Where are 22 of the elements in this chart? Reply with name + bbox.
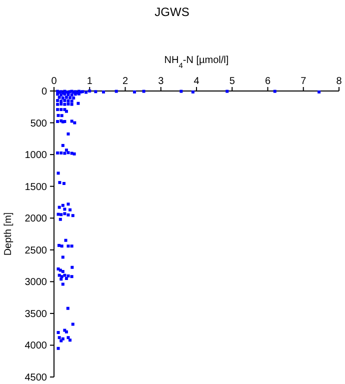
chart-title: JGWS [154, 5, 190, 19]
y-tick-label: 4500 [24, 372, 48, 384]
y-axis-title: Depth [m] [3, 212, 14, 256]
x-tick-label: 1 [86, 76, 93, 87]
x-tick-label: 5 [229, 76, 236, 87]
y-tick-label: 2000 [24, 214, 48, 225]
x-tick-label: 0 [51, 76, 58, 87]
y-tick-label: 2500 [24, 245, 48, 256]
x-tick-label: 8 [336, 76, 342, 87]
y-tick-label: 500 [30, 118, 48, 130]
y-tick-label: 0 [41, 86, 48, 98]
y-tick-label: 1500 [24, 182, 48, 193]
y-tick-label: 3500 [24, 308, 48, 320]
x-tick-label: 4 [194, 76, 200, 87]
x-tick-label: 2 [122, 76, 128, 87]
x-tick-label: 7 [300, 76, 307, 87]
x-axis-title: NH$_{4}$-N [µmol/l] [164, 55, 229, 70]
y-tick-label: 4000 [24, 340, 48, 352]
x-tick-label: 6 [264, 76, 271, 87]
x-tick-label: 3 [158, 76, 164, 87]
y-tick-label: 3000 [24, 277, 48, 288]
y-tick-label: 1000 [24, 150, 48, 162]
